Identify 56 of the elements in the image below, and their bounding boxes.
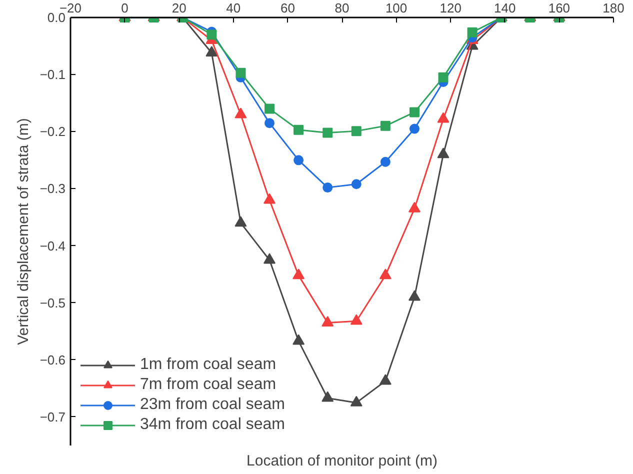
point [467, 27, 478, 38]
legend-label: 34m from coal seam [140, 416, 285, 434]
x-tick-label: 0 [121, 0, 128, 16]
x-tick-label: 20 [172, 0, 186, 16]
x-axis-title: Location of monitor point (m) [246, 452, 438, 470]
x-tick-label: 40 [226, 0, 241, 16]
point [322, 128, 333, 138]
point [264, 104, 275, 114]
point [294, 155, 304, 166]
y-tick-label: 0.0 [47, 10, 66, 25]
y-tick-label: −0.6 [40, 352, 66, 368]
point [409, 124, 420, 134]
point [409, 107, 420, 118]
point [206, 30, 217, 40]
legend-label: 23m from coal seam [140, 396, 285, 414]
point [292, 334, 305, 345]
y-tick-label: −0.5 [40, 295, 66, 310]
point [380, 120, 390, 131]
point [294, 124, 304, 135]
point [351, 126, 362, 136]
point [292, 268, 305, 280]
y-tick-label: −0.1 [40, 67, 66, 82]
point [264, 193, 276, 204]
y-tick-label: −0.7 [40, 409, 66, 424]
point [234, 108, 247, 118]
legend-label: 7m from coal seam [140, 376, 276, 394]
x-tick-label: 140 [494, 0, 516, 16]
x-tick-label: 120 [440, 0, 462, 16]
x-tick-label: 60 [280, 0, 295, 16]
point [379, 374, 392, 385]
point [351, 179, 362, 190]
y-axis-title: Vertical displacement of strata (m) [14, 118, 32, 345]
point [408, 202, 420, 212]
x-tick-label: 160 [548, 0, 570, 16]
legend-label: 1m from coal seam [140, 356, 276, 374]
point [236, 68, 246, 78]
point [322, 391, 334, 402]
x-tick-label: 180 [602, 0, 624, 16]
point [408, 290, 420, 301]
point [234, 216, 247, 227]
point [379, 268, 392, 280]
point [380, 156, 390, 167]
point [437, 148, 450, 158]
point [437, 112, 450, 123]
y-tick-label: −0.3 [40, 181, 66, 196]
y-tick-label: −0.2 [40, 124, 66, 140]
point [264, 253, 276, 264]
point [264, 118, 275, 128]
x-tick-label: 80 [334, 0, 350, 16]
point [322, 182, 333, 193]
point [350, 314, 362, 325]
y-tick-label: −0.4 [40, 238, 66, 254]
point [350, 396, 362, 406]
x-tick-label: 100 [385, 0, 408, 16]
point [322, 316, 334, 326]
point [438, 72, 448, 82]
